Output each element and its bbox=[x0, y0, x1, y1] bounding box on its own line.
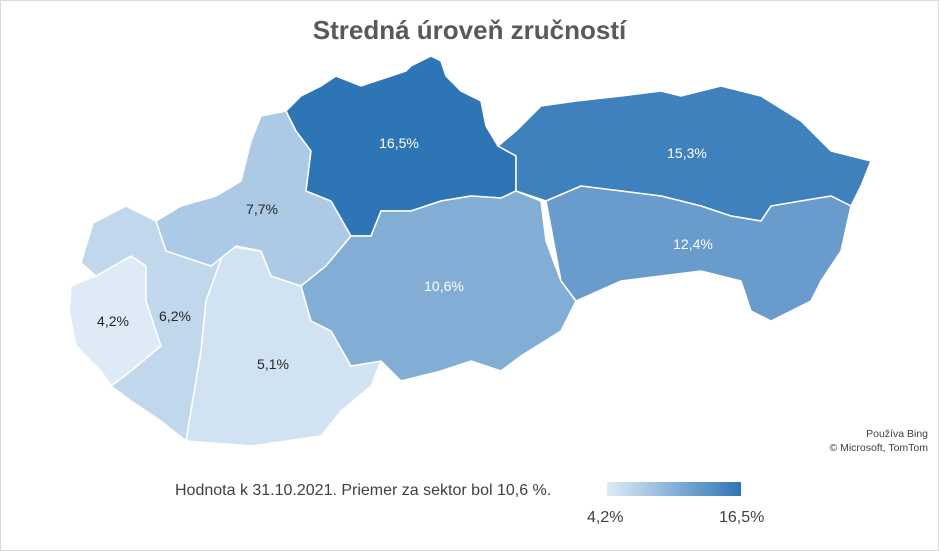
attribution: Používa Bing © Microsoft, TomTom bbox=[829, 427, 928, 455]
region-value-label: 7,7% bbox=[246, 201, 278, 217]
legend-min-label: 4,2% bbox=[587, 509, 624, 526]
region-value-label: 10,6% bbox=[424, 278, 464, 294]
attribution-copyright: © Microsoft, TomTom bbox=[829, 442, 928, 454]
region-value-label: 12,4% bbox=[673, 236, 713, 252]
region-value-label: 15,3% bbox=[667, 145, 707, 161]
region-value-label: 6,2% bbox=[159, 308, 191, 324]
chart-note: Hodnota k 31.10.2021. Priemer za sektor … bbox=[175, 482, 552, 499]
attribution-bing: Používa Bing bbox=[866, 428, 928, 440]
chart-title: Stredná úroveň zručností bbox=[312, 15, 627, 45]
region-value-label: 5,1% bbox=[257, 356, 289, 372]
legend-max-label: 16,5% bbox=[719, 509, 765, 526]
legend-color-bar bbox=[607, 482, 741, 496]
region-value-label: 16,5% bbox=[379, 135, 419, 151]
region-value-label: 4,2% bbox=[97, 313, 129, 329]
region-8[interactable] bbox=[545, 185, 852, 322]
